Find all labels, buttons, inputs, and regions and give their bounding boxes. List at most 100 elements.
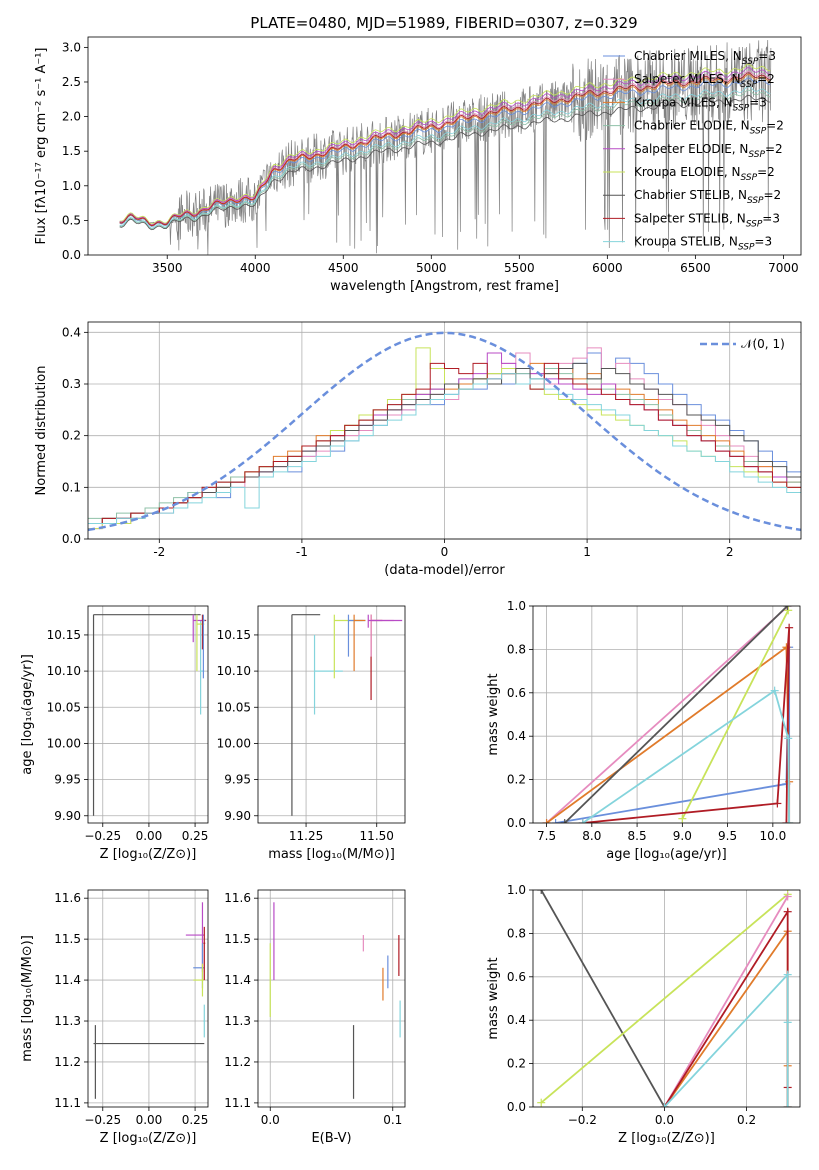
tick-label-x: 0.25 bbox=[182, 1113, 209, 1127]
axes-frame bbox=[257, 605, 406, 824]
tick-label-y: 11.5 bbox=[54, 932, 81, 946]
tick-label-x: 8.0 bbox=[582, 829, 601, 843]
tick-label-x: 7000 bbox=[768, 261, 799, 275]
spectrum-model-chabrier_miles bbox=[119, 77, 771, 227]
tick-label-y: 0.4 bbox=[62, 325, 81, 339]
tick-label-x: 11.25 bbox=[289, 829, 323, 843]
tick-label-x: 9.5 bbox=[718, 829, 737, 843]
axes-frame bbox=[532, 889, 801, 1108]
plot-area bbox=[119, 39, 772, 255]
tick-label-x: 11.50 bbox=[360, 829, 394, 843]
tick-label-x: 3500 bbox=[152, 261, 183, 275]
tick-label-x: 2 bbox=[726, 545, 734, 559]
spectrum-model-chabrier_stelib bbox=[119, 94, 771, 231]
tick-label-y: 0.0 bbox=[507, 1100, 526, 1114]
axes-frame bbox=[87, 605, 209, 824]
tick-label-y: 1.0 bbox=[507, 883, 526, 897]
tick-label-y: 0.2 bbox=[62, 429, 81, 443]
tick-label-x: −0.2 bbox=[568, 1113, 597, 1127]
plot-area bbox=[537, 890, 792, 1107]
tick-label-y: 11.6 bbox=[54, 891, 81, 905]
tick-label-y: 0.0 bbox=[507, 816, 526, 830]
weight-line-kroupa_elodie bbox=[681, 609, 790, 820]
spectrum-model-kroupa_elodie bbox=[119, 63, 771, 225]
tick-label-x: 10.0 bbox=[759, 829, 786, 843]
x-axis-label: Z [log₁₀(Z/Z⊙)] bbox=[100, 1131, 197, 1146]
tick-label-y: 10.00 bbox=[47, 736, 81, 750]
axes-mass_vs_ebv: 0.0 0.1 11.1 11.2 11.3 11.4 11.5 11.6 E(B-V) bbox=[224, 889, 406, 1146]
tick-label-x: 0 bbox=[441, 545, 449, 559]
tick-label-y: 11.4 bbox=[54, 973, 81, 987]
tick-label-y: 0.0 bbox=[62, 532, 81, 546]
hist-step-kroupa_stelib bbox=[88, 373, 801, 524]
legend-label-kroupa_stelib: Kroupa STELIB, NSSP=3 bbox=[634, 235, 772, 253]
y-axis-label: age [log₁₀(age/yr)] bbox=[20, 654, 35, 775]
tick-label-x: 0.25 bbox=[182, 829, 209, 843]
tick-label-y: 9.95 bbox=[54, 773, 81, 787]
hist-step-chabrier_stelib bbox=[88, 362, 801, 524]
tick-label-y: 1.5 bbox=[62, 144, 81, 158]
tick-label-y: 11.3 bbox=[54, 1014, 81, 1028]
tick-label-y: 10.10 bbox=[47, 664, 81, 678]
x-axis-label: mass [log₁₀(M/M⊙)] bbox=[268, 847, 395, 862]
tick-label-y: 0.2 bbox=[507, 773, 526, 787]
tick-label-x: 0.1 bbox=[383, 1113, 402, 1127]
tick-label-y: 11.5 bbox=[224, 932, 251, 946]
axes-frame bbox=[87, 36, 802, 256]
tick-label-x: 4000 bbox=[240, 261, 271, 275]
spectrum-legend: Chabrier MILES, NSSP=3 Salpeter MILES, NS… bbox=[603, 49, 784, 253]
tick-label-x: 5000 bbox=[416, 261, 447, 275]
spectrum-model-salpeter_elodie bbox=[119, 67, 771, 225]
weight-line-kroupa_stelib bbox=[663, 972, 789, 1107]
x-axis-label: (data-model)/error bbox=[384, 563, 505, 578]
tick-label-x: 9.0 bbox=[673, 829, 692, 843]
tick-label-y: 3.0 bbox=[62, 40, 81, 54]
tick-label-y: 2.5 bbox=[62, 75, 81, 89]
tick-label-y: 0.4 bbox=[507, 729, 526, 743]
axes-mass_weight_vs_z: −0.2 0.0 0.2 0.0 0.2 0.4 0.6 0.8 1.0 Z [log₁₀(Z/Z… bbox=[486, 883, 801, 1146]
axes-mass_vs_z: −0.25 0.00 0.25 11.1 11.2 11.3 11.4 11.5 11.6 Z [… bbox=[20, 889, 209, 1146]
tick-label-y: 11.1 bbox=[224, 1096, 251, 1110]
y-axis-label: mass weight bbox=[486, 673, 501, 755]
weight-line-salpeter_miles bbox=[663, 896, 789, 1107]
tick-label-y: 9.90 bbox=[54, 809, 81, 823]
plot-area bbox=[269, 902, 401, 1099]
spectrum-model-kroupa_stelib bbox=[119, 86, 771, 229]
tick-label-y: 10.05 bbox=[217, 700, 251, 714]
tick-label-y: 11.1 bbox=[54, 1096, 81, 1110]
legend-label-chabrier_stelib: Chabrier STELIB, NSSP=2 bbox=[634, 188, 781, 206]
weight-line-kroupa_stelib bbox=[582, 689, 791, 823]
tick-label-x: 7.5 bbox=[537, 829, 556, 843]
legend-label-chabrier_elodie: Chabrier ELODIE, NSSP=2 bbox=[634, 119, 784, 137]
tick-label-y: 0.1 bbox=[62, 480, 81, 494]
spectrum-model-salpeter_miles bbox=[119, 70, 771, 226]
axes-spectrum: 3500 4000 4500 5000 5500 6000 6500 7000 0.0 0.5 1.… bbox=[34, 36, 802, 294]
tick-label-x: 5500 bbox=[504, 261, 535, 275]
tick-label-x: 0.00 bbox=[136, 829, 163, 843]
tick-label-y: 0.6 bbox=[507, 970, 526, 984]
tick-label-y: 0.5 bbox=[62, 213, 81, 227]
tick-label-y: 0.3 bbox=[62, 377, 81, 391]
y-axis-label: mass weight bbox=[486, 957, 501, 1039]
tick-label-x: 0.0 bbox=[655, 1113, 674, 1127]
tick-label-y: 0.0 bbox=[62, 248, 81, 262]
figure-title: PLATE=0480, MJD=51989, FIBERID=0307, z=0… bbox=[250, 14, 637, 32]
legend-label-salpeter_miles: Salpeter MILES, NSSP=2 bbox=[634, 72, 775, 90]
weight-line-chabrier_stelib bbox=[564, 606, 788, 823]
plot-area bbox=[88, 331, 801, 532]
x-axis-label: E(B-V) bbox=[311, 1131, 351, 1146]
tick-label-x: 4500 bbox=[328, 261, 359, 275]
tick-label-y: 11.6 bbox=[224, 891, 251, 905]
tick-label-y: 0.2 bbox=[507, 1057, 526, 1071]
tick-label-y: 2.0 bbox=[62, 110, 81, 124]
tick-label-y: 9.95 bbox=[224, 773, 251, 787]
tick-label-x: 6000 bbox=[592, 261, 623, 275]
plot-area bbox=[291, 614, 403, 816]
tick-label-x: -1 bbox=[296, 545, 308, 559]
weight-line-salpeter_stelib bbox=[582, 627, 791, 823]
tick-label-y: 11.2 bbox=[224, 1055, 251, 1069]
plot-area bbox=[542, 606, 794, 823]
x-axis-label: Z [log₁₀(Z/Z⊙)] bbox=[618, 1131, 715, 1146]
x-axis-label: age [log₁₀(age/yr)] bbox=[606, 847, 727, 862]
tick-label-y: 11.4 bbox=[224, 973, 251, 987]
